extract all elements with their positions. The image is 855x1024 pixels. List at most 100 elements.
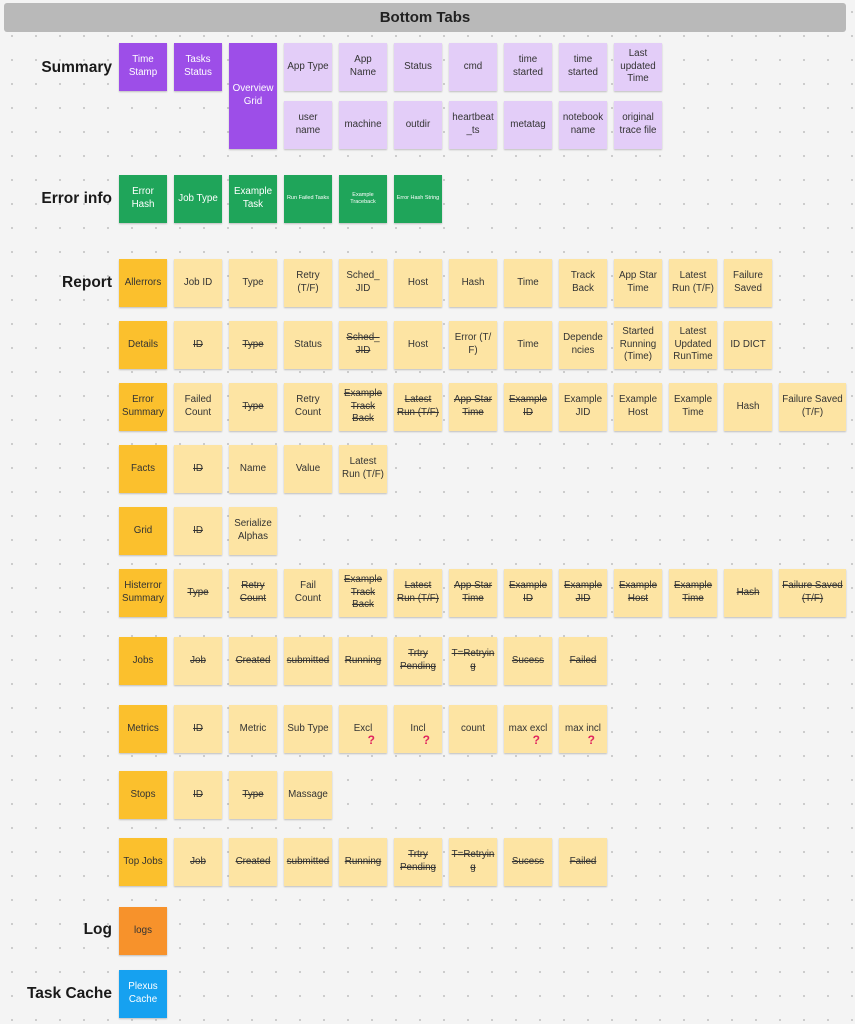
field-note-name[interactable]: Name xyxy=(229,445,277,493)
field-note-failure-saved[interactable]: Failure Saved (T/F) xyxy=(779,569,846,617)
field-note-example-jid[interactable]: Example JID xyxy=(559,569,607,617)
sticky-note-logs[interactable]: logs xyxy=(119,907,167,955)
sticky-note-tasks-status[interactable]: Tasks Status xyxy=(174,43,222,91)
field-note-example-host[interactable]: Example Host xyxy=(614,383,662,431)
field-note-failed[interactable]: Failed xyxy=(559,838,607,886)
field-note-retry-pending[interactable]: Trtry Pending xyxy=(394,637,442,685)
field-note-success[interactable]: Sucess xyxy=(504,838,552,886)
field-note-hash[interactable]: Hash xyxy=(724,569,772,617)
field-note-started-running[interactable]: Started Running (Time) xyxy=(614,321,662,369)
report-tab-facts[interactable]: Facts xyxy=(119,445,167,493)
sticky-note-overview-grid[interactable]: Overview Grid xyxy=(229,43,277,149)
report-tab-details[interactable]: Details xyxy=(119,321,167,369)
field-note-app-star-time[interactable]: App Star Time xyxy=(449,569,497,617)
field-note-type[interactable]: Type xyxy=(229,321,277,369)
field-note-running[interactable]: Running xyxy=(339,637,387,685)
field-note-job[interactable]: Job xyxy=(174,637,222,685)
field-note-type[interactable]: Type xyxy=(229,383,277,431)
field-note-success[interactable]: Sucess xyxy=(504,637,552,685)
field-note-time[interactable]: Time xyxy=(504,259,552,307)
field-note-retrying[interactable]: T=Retrying xyxy=(449,637,497,685)
field-note-submitted[interactable]: submitted xyxy=(284,637,332,685)
field-note-latest-run[interactable]: Latest Run (T/F) xyxy=(339,445,387,493)
field-note-job[interactable]: Job xyxy=(174,838,222,886)
field-note-created[interactable]: Created xyxy=(229,637,277,685)
report-tab-top-jobs[interactable]: Top Jobs xyxy=(119,838,167,886)
field-note-max-excl[interactable]: max excl? xyxy=(504,705,552,753)
sticky-note-run-failed-tasks[interactable]: Run Failed Tasks xyxy=(284,175,332,223)
sticky-note-time-started[interactable]: time started xyxy=(559,43,607,91)
sticky-note-job-type[interactable]: Job Type xyxy=(174,175,222,223)
field-note-type[interactable]: Type xyxy=(229,259,277,307)
field-note-sched-jid[interactable]: Sched_ JID xyxy=(339,321,387,369)
report-tab-grid[interactable]: Grid xyxy=(119,507,167,555)
field-note-submitted[interactable]: submitted xyxy=(284,838,332,886)
sticky-note-time-started[interactable]: time started xyxy=(504,43,552,91)
field-note-retry-count[interactable]: Retry Count xyxy=(284,383,332,431)
field-note-latest-run[interactable]: Latest Run (T/F) xyxy=(669,259,717,307)
field-note-host[interactable]: Host xyxy=(394,259,442,307)
report-tab-histerror-summary[interactable]: Histerror Summary xyxy=(119,569,167,617)
field-note-id[interactable]: ID xyxy=(174,771,222,819)
sticky-note-plexus-cache[interactable]: Plexus Cache xyxy=(119,970,167,1018)
field-note-hash[interactable]: Hash xyxy=(449,259,497,307)
field-note-host[interactable]: Host xyxy=(394,321,442,369)
field-note-status[interactable]: Status xyxy=(284,321,332,369)
field-note-retrying[interactable]: T=Retrying xyxy=(449,838,497,886)
field-note-serialize-alphas[interactable]: Serialize Alphas xyxy=(229,507,277,555)
field-note-type[interactable]: Type xyxy=(174,569,222,617)
sticky-note-user-name[interactable]: user name xyxy=(284,101,332,149)
field-note-track-back[interactable]: Track Back xyxy=(559,259,607,307)
field-note-latest-updated-runtime[interactable]: Latest Updated RunTime xyxy=(669,321,717,369)
field-note-example-host[interactable]: Example Host xyxy=(614,569,662,617)
field-note-example-time[interactable]: Example Time xyxy=(669,569,717,617)
field-note-count[interactable]: count xyxy=(449,705,497,753)
sticky-note-example-task[interactable]: Example Task xyxy=(229,175,277,223)
field-note-id[interactable]: ID xyxy=(174,321,222,369)
report-tab-error-summary[interactable]: Error Summary xyxy=(119,383,167,431)
field-note-type[interactable]: Type xyxy=(229,771,277,819)
sticky-note-heartbeat-ts[interactable]: heartbeat_ts xyxy=(449,101,497,149)
field-note-id[interactable]: ID xyxy=(174,705,222,753)
field-note-failed-count[interactable]: Failed Count xyxy=(174,383,222,431)
field-note-example-track-back[interactable]: Example Track Back xyxy=(339,569,387,617)
field-note-sched-jid[interactable]: Sched_ JID xyxy=(339,259,387,307)
field-note-failed[interactable]: Failed xyxy=(559,637,607,685)
field-note-app-star-time[interactable]: App Star Time xyxy=(614,259,662,307)
field-note-example-time[interactable]: Example Time xyxy=(669,383,717,431)
sticky-note-last-updated-time[interactable]: Last updated Time xyxy=(614,43,662,91)
field-note-hash[interactable]: Hash xyxy=(724,383,772,431)
field-note-dependencies[interactable]: Dependencies xyxy=(559,321,607,369)
report-tab-allerrors[interactable]: Allerrors xyxy=(119,259,167,307)
field-note-value[interactable]: Value xyxy=(284,445,332,493)
field-note-excl[interactable]: Excl? xyxy=(339,705,387,753)
sticky-note-app-type[interactable]: App Type xyxy=(284,43,332,91)
sticky-note-status[interactable]: Status xyxy=(394,43,442,91)
field-note-fail-count[interactable]: Fail Count xyxy=(284,569,332,617)
field-note-retry[interactable]: Retry (T/F) xyxy=(284,259,332,307)
field-note-example-track-back[interactable]: Example Track Back xyxy=(339,383,387,431)
sticky-note-app-name[interactable]: App Name xyxy=(339,43,387,91)
sticky-note-original-trace-file[interactable]: original trace file xyxy=(614,101,662,149)
field-note-metric[interactable]: Metric xyxy=(229,705,277,753)
field-note-running[interactable]: Running xyxy=(339,838,387,886)
field-note-id-dict[interactable]: ID DICT xyxy=(724,321,772,369)
field-note-incl[interactable]: Incl? xyxy=(394,705,442,753)
field-note-example-id[interactable]: Example ID xyxy=(504,569,552,617)
sticky-note-notebook-name[interactable]: notebook name xyxy=(559,101,607,149)
field-note-job-id[interactable]: Job ID xyxy=(174,259,222,307)
report-tab-metrics[interactable]: Metrics xyxy=(119,705,167,753)
field-note-id[interactable]: ID xyxy=(174,507,222,555)
field-note-created[interactable]: Created xyxy=(229,838,277,886)
sticky-note-metatag[interactable]: metatag xyxy=(504,101,552,149)
sticky-note-error-hash[interactable]: Error Hash xyxy=(119,175,167,223)
field-note-latest-run[interactable]: Latest Run (T/F) xyxy=(394,569,442,617)
field-note-time[interactable]: Time xyxy=(504,321,552,369)
sticky-note-time-stamp[interactable]: Time Stamp xyxy=(119,43,167,91)
field-note-app-star-time[interactable]: App Star Time xyxy=(449,383,497,431)
field-note-sub-type[interactable]: Sub Type xyxy=(284,705,332,753)
field-note-failure-saved[interactable]: Failure Saved xyxy=(724,259,772,307)
sticky-note-cmd[interactable]: cmd xyxy=(449,43,497,91)
field-note-id[interactable]: ID xyxy=(174,445,222,493)
field-note-failure-saved[interactable]: Failure Saved (T/F) xyxy=(779,383,846,431)
